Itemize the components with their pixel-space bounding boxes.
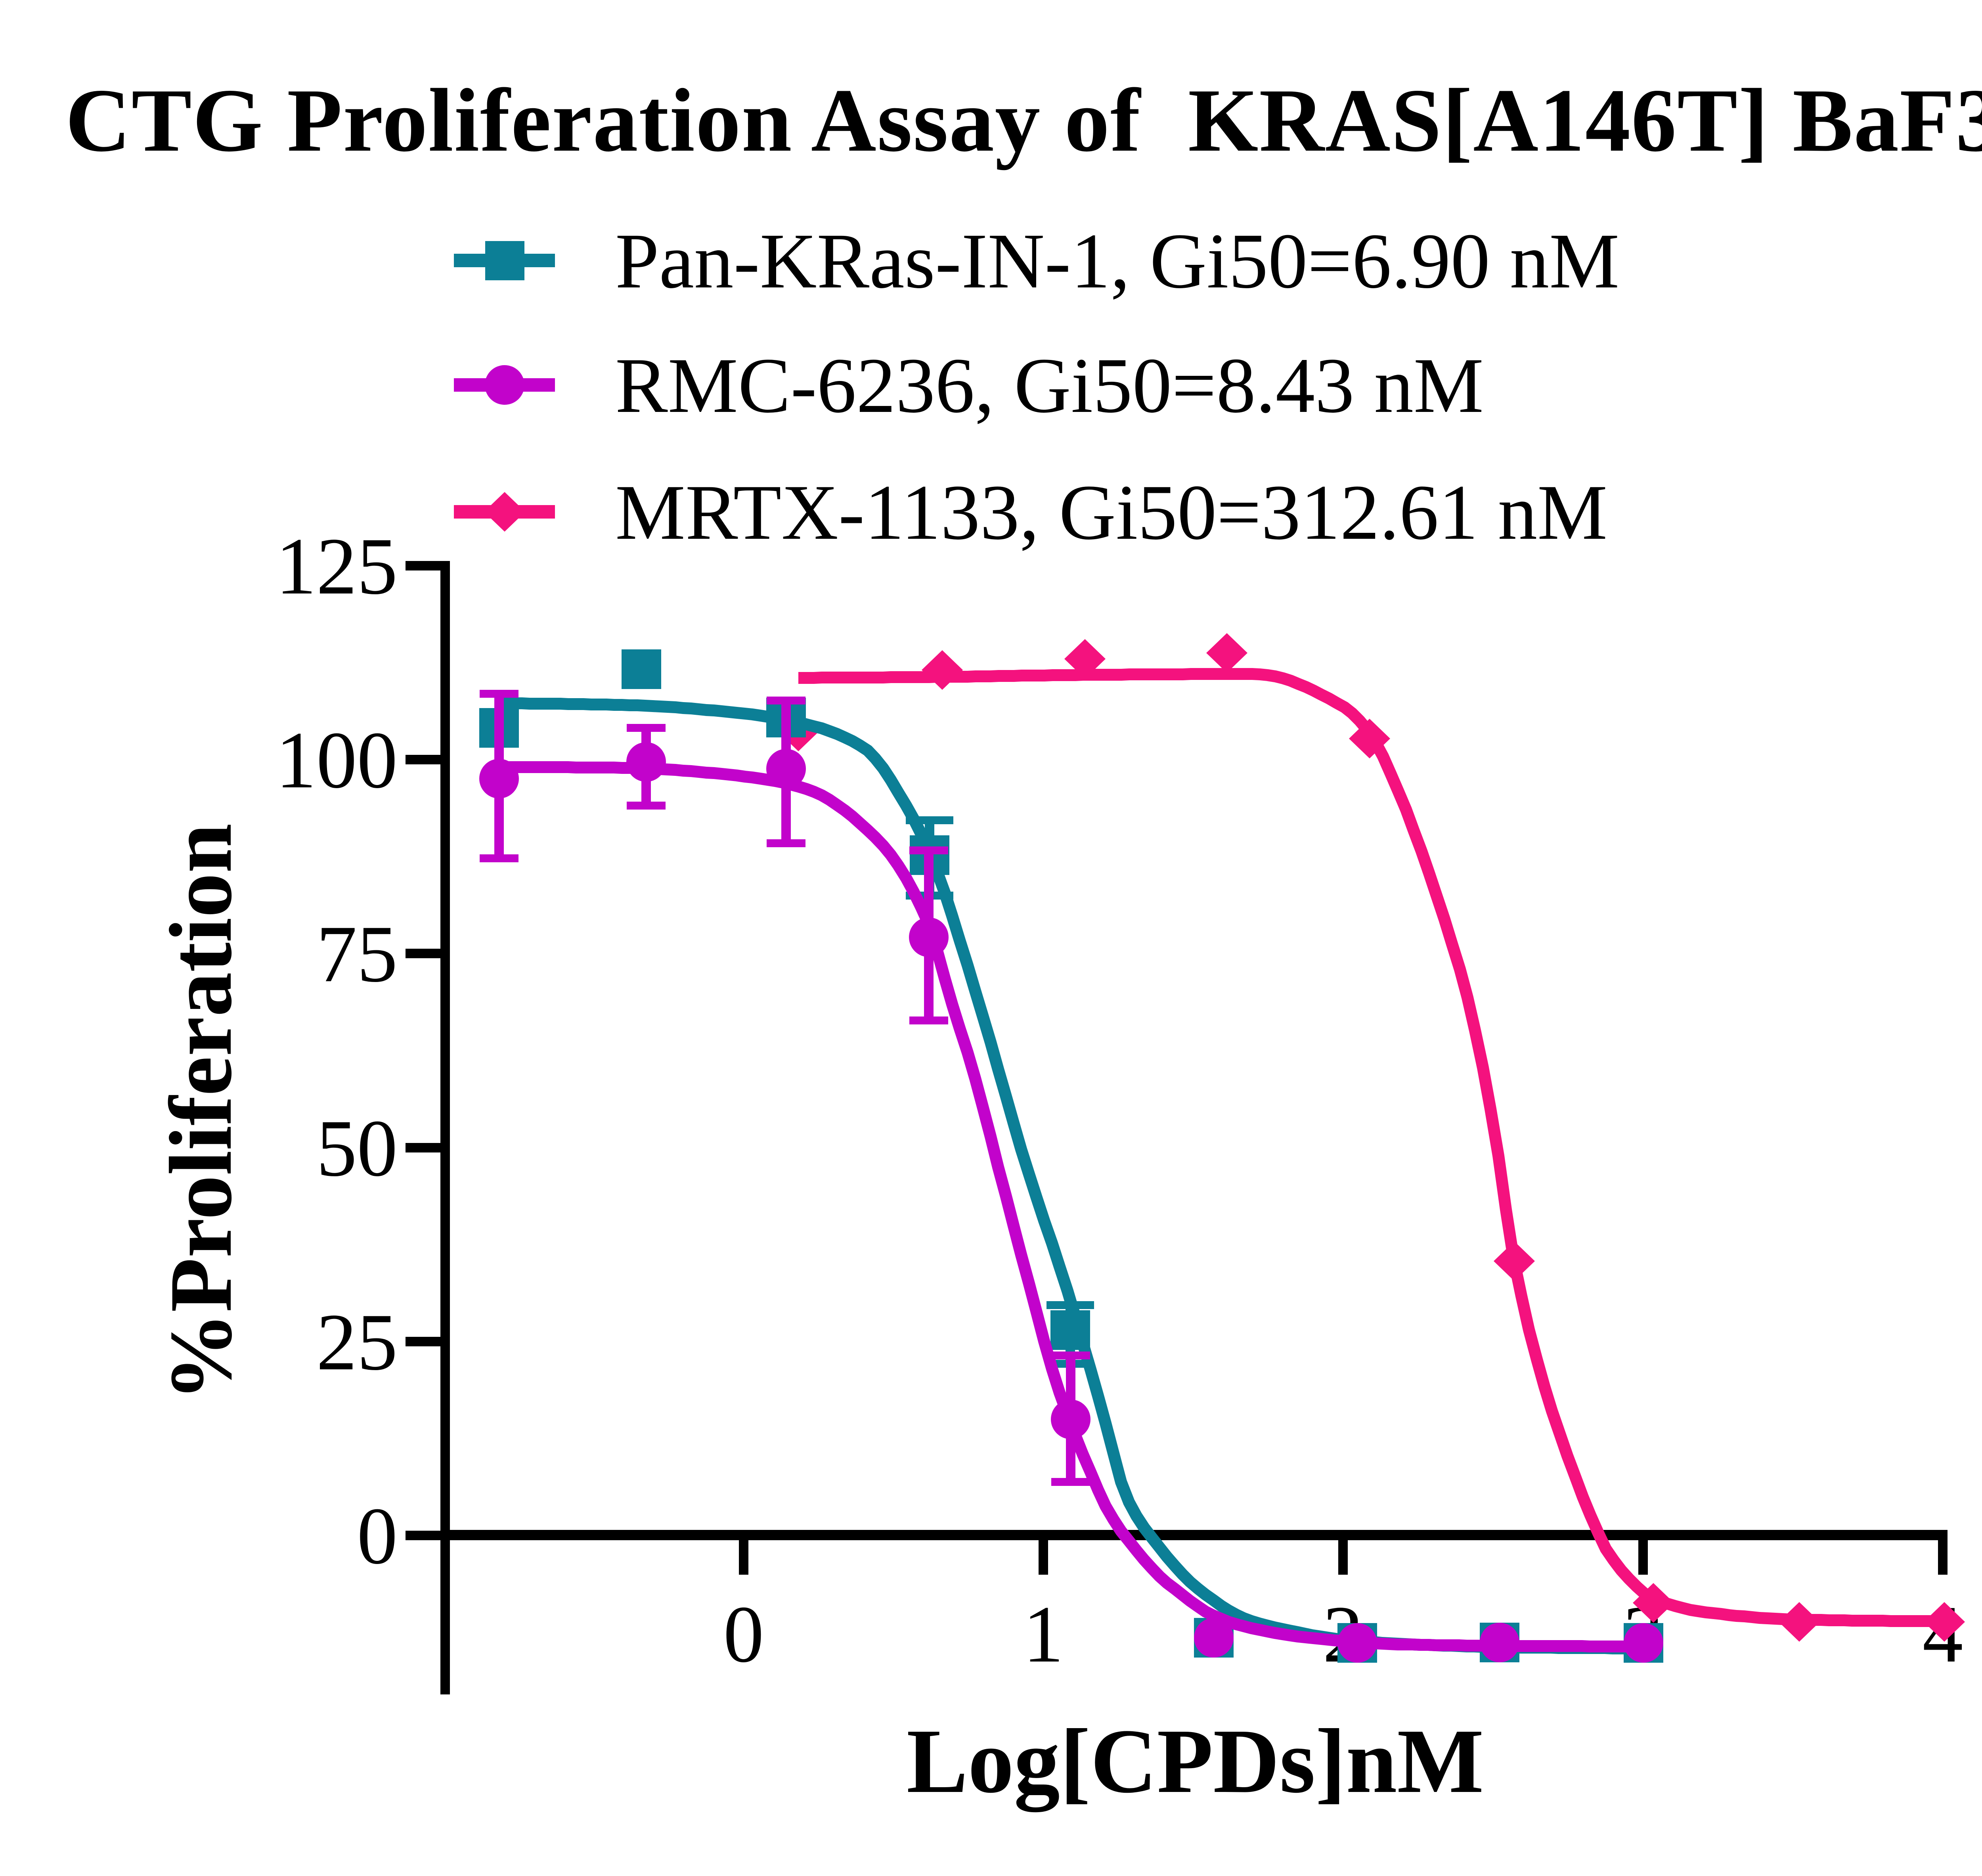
svg-text:100: 100 xyxy=(276,715,398,805)
svg-text:75: 75 xyxy=(316,909,398,999)
svg-text:Pan-KRas-IN-1, Gi50=6.90 nM: Pan-KRas-IN-1, Gi50=6.90 nM xyxy=(615,218,1619,305)
svg-text:RMC-6236, Gi50=8.43 nM: RMC-6236, Gi50=8.43 nM xyxy=(615,342,1484,429)
svg-text:%Proliferation: %Proliferation xyxy=(151,823,250,1401)
svg-text:CTG Proliferation Assay of KR: CTG Proliferation Assay of KRAS[A146T] B… xyxy=(65,57,1982,170)
svg-text:25: 25 xyxy=(316,1297,398,1387)
svg-text:0: 0 xyxy=(723,1589,764,1679)
svg-text:125: 125 xyxy=(276,521,398,611)
svg-text:50: 50 xyxy=(316,1103,398,1193)
svg-text:Log[CPDs]nM: Log[CPDs]nM xyxy=(907,1710,1484,1812)
svg-text:0: 0 xyxy=(357,1491,398,1581)
svg-text:1: 1 xyxy=(1023,1589,1064,1679)
svg-text:MRTX-1133, Gi50=312.61 nM: MRTX-1133, Gi50=312.61 nM xyxy=(615,469,1607,556)
